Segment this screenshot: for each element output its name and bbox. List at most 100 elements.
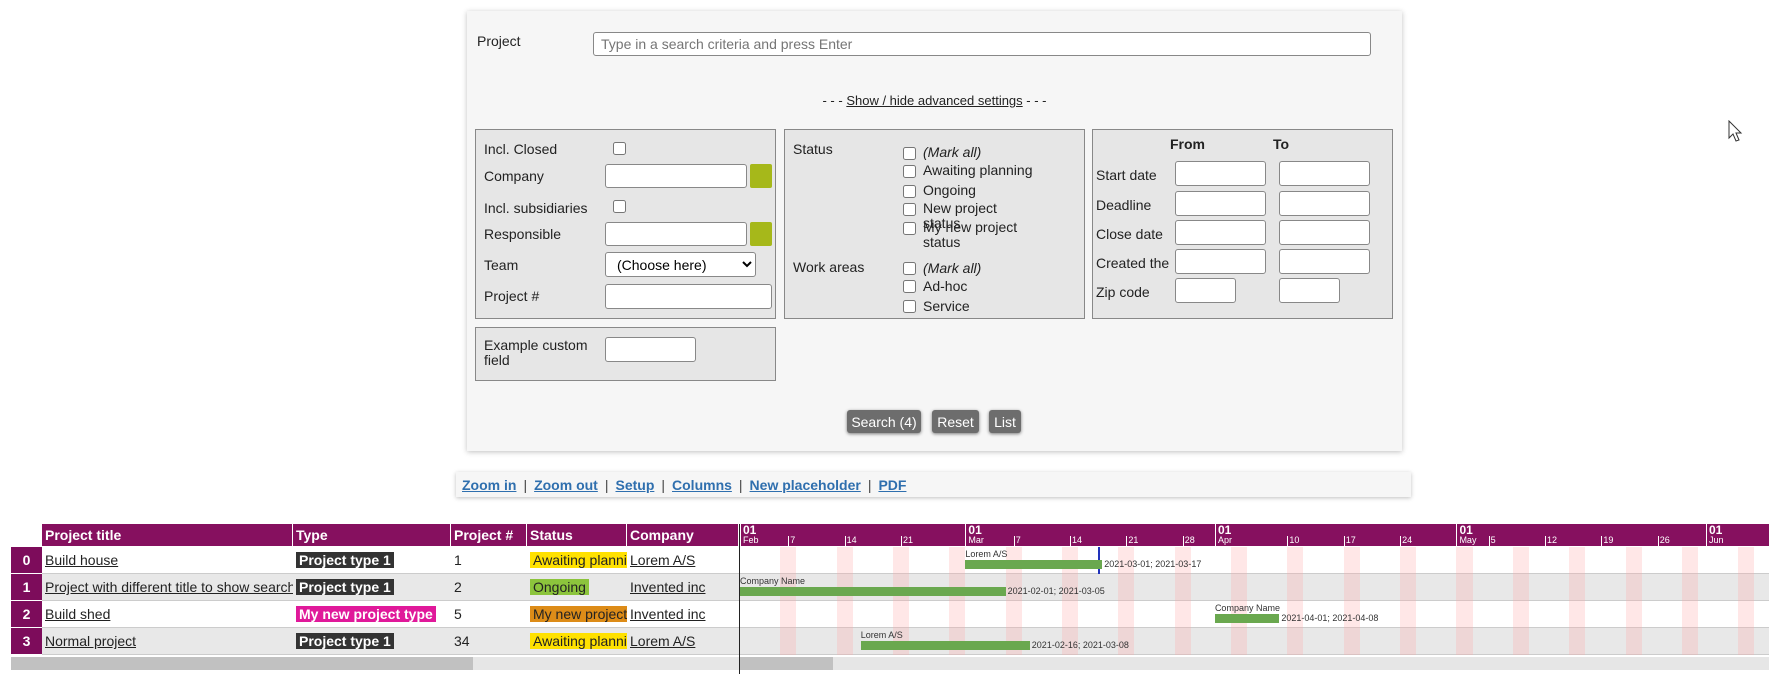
from-input[interactable]: [1175, 249, 1266, 274]
company-link[interactable]: Invented inc: [630, 606, 706, 622]
project-title-link[interactable]: Build shed: [45, 606, 111, 622]
custom-field-label: Example custom field: [484, 337, 588, 368]
team-select[interactable]: (Choose here): [605, 252, 756, 277]
weekend-stripe: [1118, 547, 1135, 655]
grid-cell: Lorem A/S: [627, 628, 739, 655]
search-panel: Project - - - Show / hide advanced setti…: [467, 11, 1402, 451]
weekend-stripe: [1400, 547, 1417, 655]
toolbar-link[interactable]: Columns: [672, 476, 732, 493]
to-input[interactable]: [1279, 220, 1370, 245]
month-divider: [1214, 524, 1216, 546]
gantt-bar: [740, 587, 1006, 596]
status-option: Awaiting planning: [923, 162, 1033, 178]
week-label: 10: [1289, 535, 1300, 545]
week-label: 7: [1015, 535, 1021, 545]
project-number-input[interactable]: [605, 284, 772, 309]
week-label: 26: [1659, 535, 1670, 545]
weekend-stripe: [1681, 547, 1698, 655]
company-link[interactable]: Lorem A/S: [630, 552, 696, 568]
weekend-stripe: [1625, 547, 1642, 655]
toolbar-link[interactable]: New placeholder: [749, 476, 861, 493]
work-area-option: Ad-hoc: [923, 278, 968, 294]
type-tag: Project type 1: [296, 579, 394, 595]
type-tag: My new project type: [296, 606, 436, 622]
week-label: 19: [1603, 535, 1614, 545]
toggle-link[interactable]: Show / hide advanced settings: [846, 93, 1023, 108]
checkbox[interactable]: [903, 185, 916, 198]
custom-field-input[interactable]: [605, 337, 696, 362]
toolbar-link[interactable]: Zoom out: [534, 476, 598, 493]
field-label: Incl. subsidiaries: [484, 200, 588, 216]
week-tick: [1013, 536, 1015, 546]
weekend-stripe: [780, 547, 797, 655]
list-button[interactable]: List: [989, 410, 1021, 433]
scrollbar-thumb[interactable]: [740, 657, 833, 670]
from-input[interactable]: [1175, 278, 1236, 303]
to-input[interactable]: [1279, 191, 1370, 216]
week-tick: [1400, 536, 1402, 546]
grid-cell: Project type 1: [293, 547, 451, 574]
toolbar-link[interactable]: Zoom in: [462, 476, 517, 493]
grid-cell: 1: [451, 547, 527, 574]
month-divider: [1456, 524, 1458, 546]
weekend-stripe: [1343, 547, 1360, 655]
responsible-input[interactable]: [605, 222, 747, 246]
month-name: Feb: [743, 535, 759, 545]
search-icon[interactable]: [750, 222, 772, 246]
grid-cell: Invented inc: [627, 574, 739, 601]
company-input[interactable]: [605, 164, 747, 188]
scrollbar-thumb[interactable]: [11, 657, 473, 670]
from-input[interactable]: [1175, 191, 1266, 216]
company-link[interactable]: Invented inc: [630, 579, 706, 595]
weekend-stripe: [1005, 547, 1022, 655]
status-box: Status Work areas (Mark all) Awaiting pla…: [784, 129, 1085, 319]
checkbox[interactable]: [903, 203, 916, 216]
week-label: 21: [903, 535, 914, 545]
column-header: Type: [293, 524, 451, 546]
status-tag: Awaiting plannin: [530, 552, 627, 568]
checkbox[interactable]: [903, 147, 916, 160]
week-tick: [1657, 536, 1659, 546]
week-label: 28: [1184, 535, 1195, 545]
week-tick: [788, 536, 790, 546]
project-title-link[interactable]: Project with different title to show sea…: [45, 579, 293, 595]
weekend-stripe: [1512, 547, 1529, 655]
field-label: Responsible: [484, 226, 562, 242]
month-name: Apr: [1217, 535, 1232, 545]
grid-cell: Build house: [42, 547, 293, 574]
toolbar-link[interactable]: Setup: [615, 476, 655, 493]
work-area-option: (Mark all): [923, 260, 982, 276]
to-input[interactable]: [1279, 249, 1370, 274]
bar-company: Lorem A/S: [860, 630, 903, 640]
grid-cell: Project type 1: [293, 628, 451, 655]
checkbox[interactable]: [903, 165, 916, 178]
from-input[interactable]: [1175, 220, 1266, 245]
project-title-link[interactable]: Build house: [45, 552, 119, 568]
weekend-stripe: [892, 547, 910, 655]
weekend-stripe: [1569, 547, 1586, 655]
checkbox[interactable]: [903, 222, 916, 235]
field-label: Incl. Closed: [484, 141, 558, 157]
to-input[interactable]: [1279, 161, 1370, 186]
project-number: 34: [454, 633, 470, 649]
bar-dates: 2021-02-16; 2021-03-08: [1031, 640, 1129, 650]
project-title-link[interactable]: Normal project: [45, 633, 137, 649]
checkbox[interactable]: [613, 142, 626, 155]
company-link[interactable]: Lorem A/S: [630, 633, 696, 649]
search-button[interactable]: Search (4): [847, 410, 921, 433]
reset-button[interactable]: Reset: [932, 410, 979, 433]
checkbox[interactable]: [903, 280, 916, 293]
search-icon[interactable]: [750, 164, 772, 188]
to-input[interactable]: [1279, 278, 1340, 303]
checkbox[interactable]: [613, 200, 626, 213]
toolbar-link[interactable]: PDF: [878, 476, 907, 493]
row-index: 2: [11, 601, 42, 628]
column-header: Status: [527, 524, 627, 546]
checkbox[interactable]: [903, 262, 916, 275]
bar-dates: 2021-04-01; 2021-04-08: [1281, 613, 1379, 623]
project-search-input[interactable]: [593, 32, 1371, 56]
checkbox[interactable]: [903, 300, 916, 313]
weekend-stripe: [1062, 547, 1079, 655]
from-input[interactable]: [1175, 161, 1266, 186]
